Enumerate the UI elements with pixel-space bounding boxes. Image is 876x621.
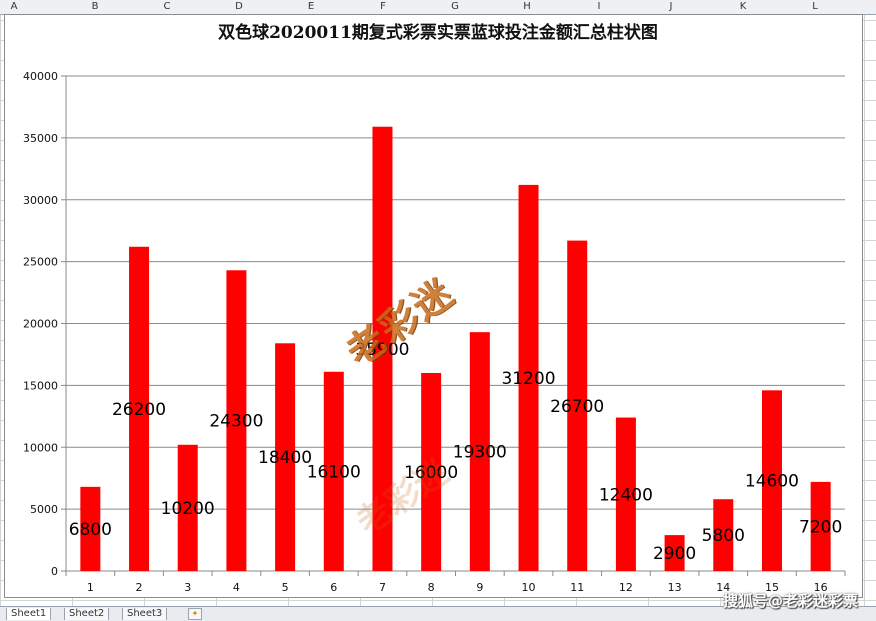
data-label: 7200 (799, 517, 842, 537)
data-label: 18400 (258, 448, 312, 468)
column-header-g[interactable]: G (451, 1, 459, 12)
column-header-e[interactable]: E (307, 1, 315, 12)
bar (567, 240, 588, 571)
x-tick-label: 2 (136, 581, 143, 594)
column-header-i[interactable]: I (597, 1, 601, 12)
data-label: 19300 (453, 443, 507, 463)
column-header-f[interactable]: F (380, 1, 386, 12)
y-tick-label: 30000 (23, 194, 58, 207)
x-tick-label: 14 (716, 581, 730, 594)
bar (372, 126, 393, 572)
data-label: 16100 (307, 462, 361, 482)
column-header-b[interactable]: B (91, 1, 99, 12)
bar (469, 332, 490, 571)
x-tick-label: 1 (87, 581, 94, 594)
bar (664, 535, 685, 571)
data-label: 5800 (702, 526, 745, 546)
data-label: 14600 (745, 472, 799, 492)
x-tick-label: 4 (233, 581, 240, 594)
bar (810, 481, 831, 571)
sheet-tab-bar: Sheet1 Sheet2 Sheet3 ✦ (0, 606, 876, 621)
x-tick-label: 8 (428, 581, 435, 594)
y-tick-label: 35000 (23, 132, 58, 145)
data-label: 26700 (550, 397, 604, 417)
x-tick-label: 12 (619, 581, 633, 594)
x-tick-label: 11 (570, 581, 584, 594)
x-tick-label: 3 (184, 581, 191, 594)
column-header-a[interactable]: A (10, 1, 18, 12)
data-label: 31200 (501, 369, 555, 389)
bar (421, 373, 442, 571)
data-label: 2900 (653, 544, 696, 564)
insert-sheet-icon[interactable]: ✦ (188, 608, 202, 620)
y-tick-label: 20000 (23, 318, 58, 331)
x-tick-label: 16 (814, 581, 828, 594)
chart-title: 双色球2020011期复式彩票实票蓝球投注金额汇总柱状图 (218, 23, 658, 43)
column-header-l[interactable]: L (812, 1, 818, 12)
data-label: 16000 (404, 463, 458, 483)
x-tick-label: 9 (476, 581, 483, 594)
bar (615, 417, 636, 571)
bar (129, 246, 150, 571)
data-label: 24300 (209, 412, 263, 432)
y-tick-label: 25000 (23, 256, 58, 269)
column-header-k[interactable]: K (739, 1, 747, 12)
x-tick-label: 10 (522, 581, 536, 594)
column-header-h[interactable]: H (523, 1, 531, 12)
column-header-c[interactable]: C (163, 1, 171, 12)
sheet-tab-2[interactable]: Sheet2 (64, 608, 110, 620)
data-label: 35900 (355, 340, 409, 360)
y-tick-label: 0 (51, 565, 58, 578)
bar (177, 444, 198, 571)
bar (761, 390, 782, 571)
bar (226, 270, 247, 571)
data-label: 10200 (161, 499, 215, 519)
bar (323, 371, 344, 571)
y-tick-label: 5000 (30, 503, 58, 516)
column-header-j[interactable]: J (669, 1, 673, 12)
y-tick-label: 15000 (23, 379, 58, 392)
data-label: 12400 (599, 485, 653, 505)
x-tick-label: 13 (668, 581, 682, 594)
data-label: 26200 (112, 400, 166, 420)
y-tick-label: 10000 (23, 441, 58, 454)
x-tick-label: 5 (282, 581, 289, 594)
x-tick-label: 6 (330, 581, 337, 594)
bar (713, 499, 734, 571)
data-label: 6800 (69, 520, 112, 540)
x-tick-label: 15 (765, 581, 779, 594)
bar (80, 486, 101, 571)
column-header-d[interactable]: D (235, 1, 243, 12)
bar (518, 184, 539, 571)
sheet-tab-3[interactable]: Sheet3 (122, 608, 168, 620)
bar (275, 343, 296, 571)
x-tick-label: 7 (379, 581, 386, 594)
y-tick-label: 40000 (23, 70, 58, 83)
sheet-tab-1[interactable]: Sheet1 (6, 608, 52, 620)
source-watermark: 搜狐号@老彩迷彩票 (722, 592, 858, 610)
